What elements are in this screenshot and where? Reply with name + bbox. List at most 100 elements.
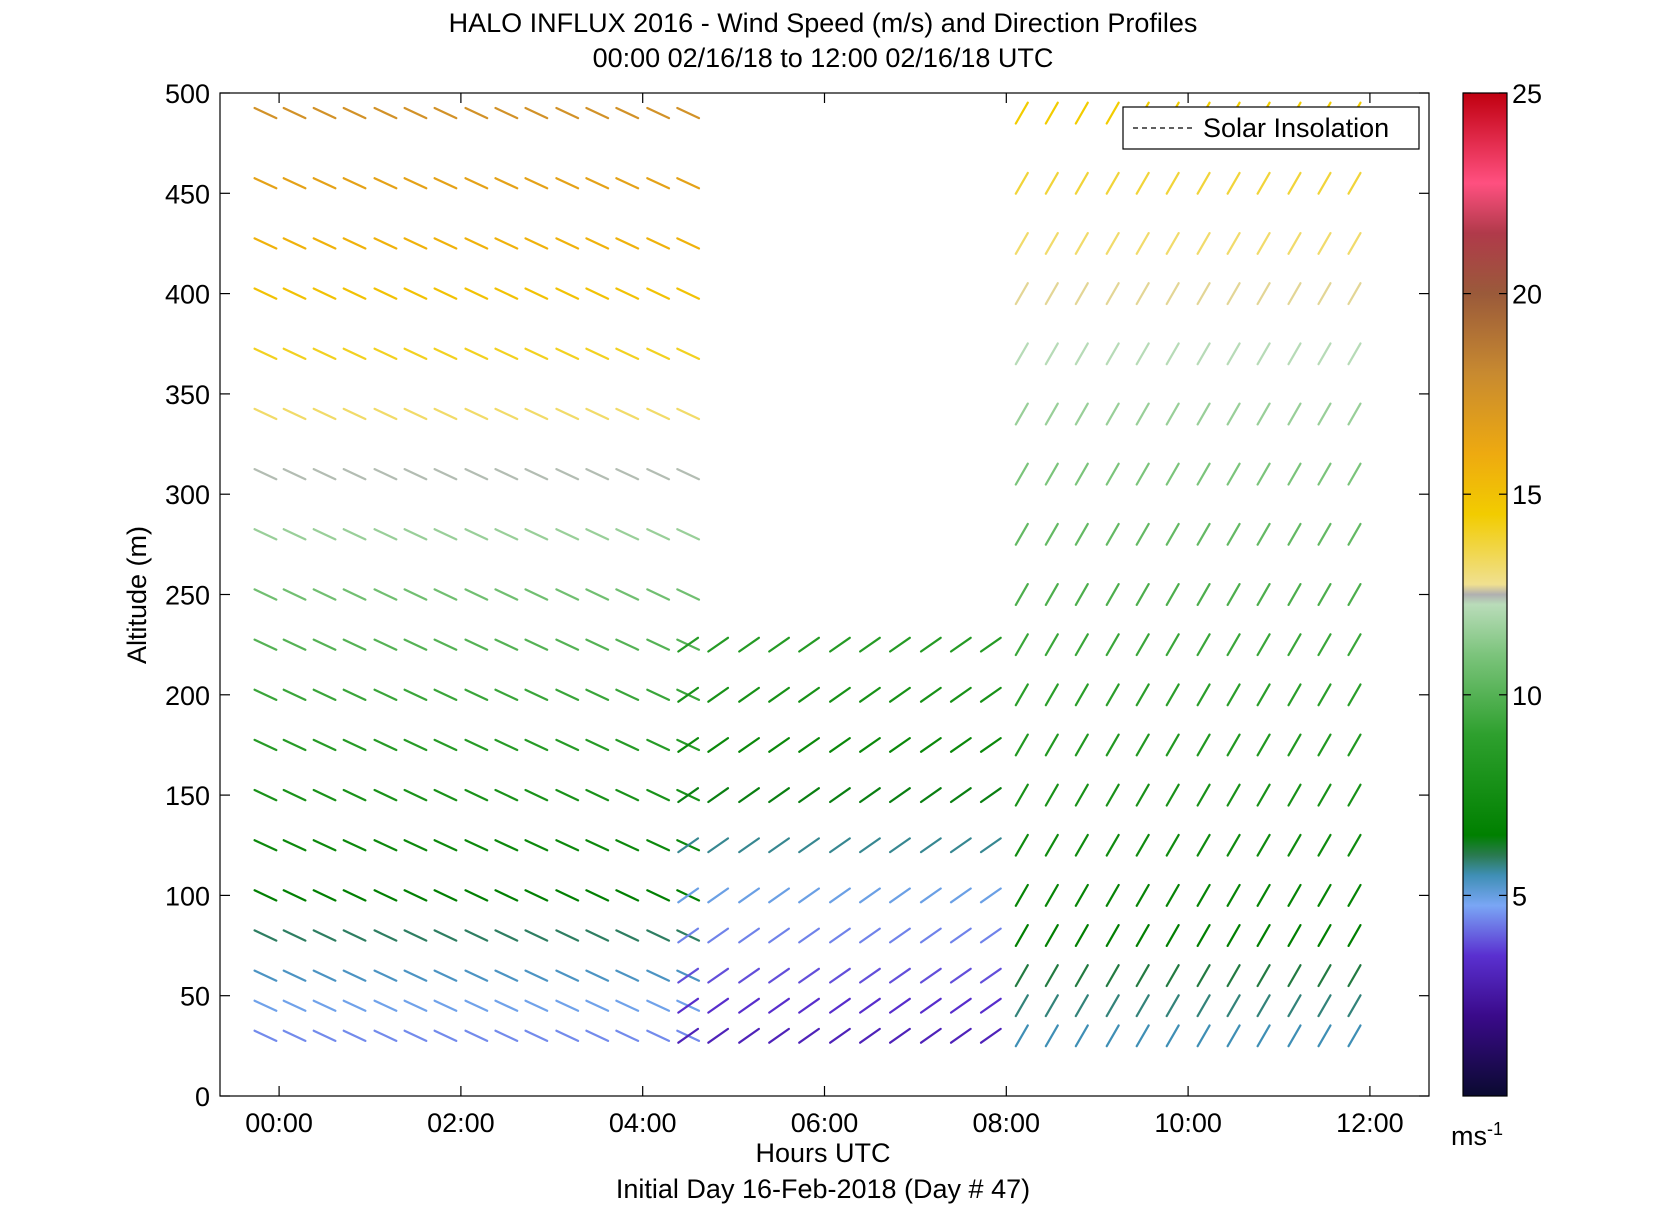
y-tick-label: 0 (195, 1082, 210, 1112)
wind-barb (1347, 522, 1362, 546)
x-axis-label-secondary: Initial Day 16-Feb-2018 (Day # 47) (616, 1174, 1030, 1204)
wind-barb (798, 887, 821, 904)
wind-barb (888, 837, 911, 854)
wind-barb (403, 177, 428, 190)
wind-barb (1256, 633, 1271, 657)
wind-barb (1105, 402, 1120, 426)
wind-barb (615, 287, 640, 300)
y-tick-label: 500 (165, 79, 210, 109)
wind-barb (494, 839, 519, 852)
wind-barb (524, 1029, 549, 1043)
wind-barb (828, 887, 851, 904)
wind-barb (1135, 232, 1150, 255)
wind-barb (433, 688, 458, 702)
wind-barb (1226, 171, 1241, 195)
wind-barb (403, 407, 428, 421)
wind-barb (768, 837, 791, 854)
wind-barb (1014, 342, 1029, 366)
wind-barb (1256, 402, 1271, 426)
wind-barb (555, 688, 580, 702)
wind-barb (676, 177, 701, 190)
wind-barb (282, 788, 307, 802)
wind-barb (585, 287, 610, 300)
wind-barb (342, 889, 367, 902)
wind-barb (1317, 964, 1332, 988)
wind-barb (1347, 783, 1362, 807)
wind-barb (1044, 1024, 1059, 1048)
wind-barb (585, 347, 610, 360)
wind-barb (464, 839, 489, 852)
wind-barb (858, 1027, 881, 1044)
y-tick-label: 150 (165, 781, 210, 811)
wind-barb (1347, 733, 1362, 757)
wind-barb (676, 237, 701, 250)
wind-barb (555, 177, 580, 190)
wind-barb (919, 837, 942, 854)
wind-barb (1044, 342, 1059, 366)
wind-barb (1226, 282, 1241, 306)
wind-barb (798, 927, 821, 944)
wind-barb (342, 999, 367, 1012)
wind-barb (1196, 232, 1211, 255)
wind-barb (1135, 733, 1150, 757)
wind-barb (403, 788, 428, 802)
wind-barb (1347, 402, 1362, 426)
wind-barb (1287, 923, 1302, 948)
wind-barb (1256, 683, 1271, 707)
wind-barb (342, 638, 367, 651)
wind-barb (312, 839, 337, 852)
wind-barb (1074, 342, 1089, 366)
wind-barb (1317, 883, 1332, 907)
wind-barb (979, 997, 1002, 1014)
wind-barb (1165, 733, 1180, 757)
wind-barb (738, 927, 761, 944)
wind-barb (1256, 883, 1271, 907)
wind-barb (1165, 582, 1180, 607)
wind-barb (585, 468, 610, 481)
wind-barb (342, 528, 367, 541)
wind-barb (646, 839, 671, 852)
wind-barb (1287, 683, 1302, 707)
wind-barb (312, 889, 337, 902)
wind-barb (1317, 1024, 1332, 1048)
y-tick-label: 400 (165, 280, 210, 310)
wind-barb (433, 237, 458, 250)
wind-barb (312, 347, 337, 360)
y-tick-label: 200 (165, 681, 210, 711)
wind-barb (464, 788, 489, 802)
wind-barb (555, 788, 580, 802)
wind-barb (524, 969, 549, 982)
wind-barb (253, 347, 278, 360)
wind-barb (1226, 964, 1241, 988)
colorbar-ticks: 5 10 15 20 25 (1463, 79, 1542, 911)
wind-barb (342, 287, 367, 300)
wind-barb (403, 969, 428, 982)
wind-barb-layer (253, 101, 1362, 1048)
wind-barb (373, 688, 398, 702)
wind-barb (1044, 232, 1059, 255)
wind-barb (373, 839, 398, 852)
wind-barb (585, 177, 610, 190)
wind-barb (1044, 402, 1059, 426)
wind-barb (494, 999, 519, 1012)
wind-barb (677, 787, 700, 804)
wind-barb (768, 686, 791, 703)
wind-barb (373, 588, 398, 601)
wind-barb (615, 929, 640, 942)
plot-area (219, 92, 1430, 1097)
wind-barb (282, 929, 307, 942)
wind-barb (1226, 994, 1241, 1018)
wind-barb (1256, 733, 1271, 757)
wind-barb (555, 347, 580, 360)
wind-barb (1014, 883, 1029, 907)
wind-barb (979, 1027, 1002, 1044)
wind-barb (1044, 282, 1059, 306)
wind-barb (403, 347, 428, 360)
wind-barb (403, 528, 428, 541)
x-axis: 00:00 02:00 04:00 06:00 08:00 10:00 12:00 (245, 93, 1404, 1138)
wind-barb (707, 997, 730, 1014)
wind-barb (1317, 402, 1332, 426)
wind-barb (646, 407, 671, 421)
wind-barb (555, 106, 580, 120)
wind-barb (373, 177, 398, 190)
